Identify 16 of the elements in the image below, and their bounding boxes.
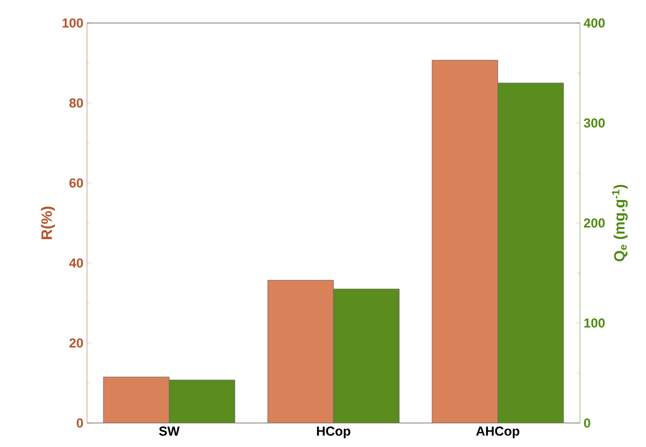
y2-tick-label: 200 [584,218,605,228]
y2-tick-label: 300 [584,118,605,128]
y-tick-label: 40 [69,258,83,268]
y-tick-label: 100 [62,18,83,28]
y-tick-label: 0 [76,418,83,428]
y-tick-label: 80 [69,98,83,108]
x-tick-label: AHCop [476,426,520,438]
y-axis-title: R(%) [40,206,55,240]
y2-tick-label: 0 [584,418,590,428]
y2-axis-title: Q$_{e}$ (mg.g$^{-1}$) [612,184,628,262]
x-tick-label: HCop [317,426,350,438]
y-tick-label: 60 [69,178,83,188]
y2-tick-label: 400 [584,18,605,28]
x-tick-label: SW [159,426,180,436]
y-tick-label: 20 [69,338,83,348]
y2-tick-label: 100 [584,318,605,328]
